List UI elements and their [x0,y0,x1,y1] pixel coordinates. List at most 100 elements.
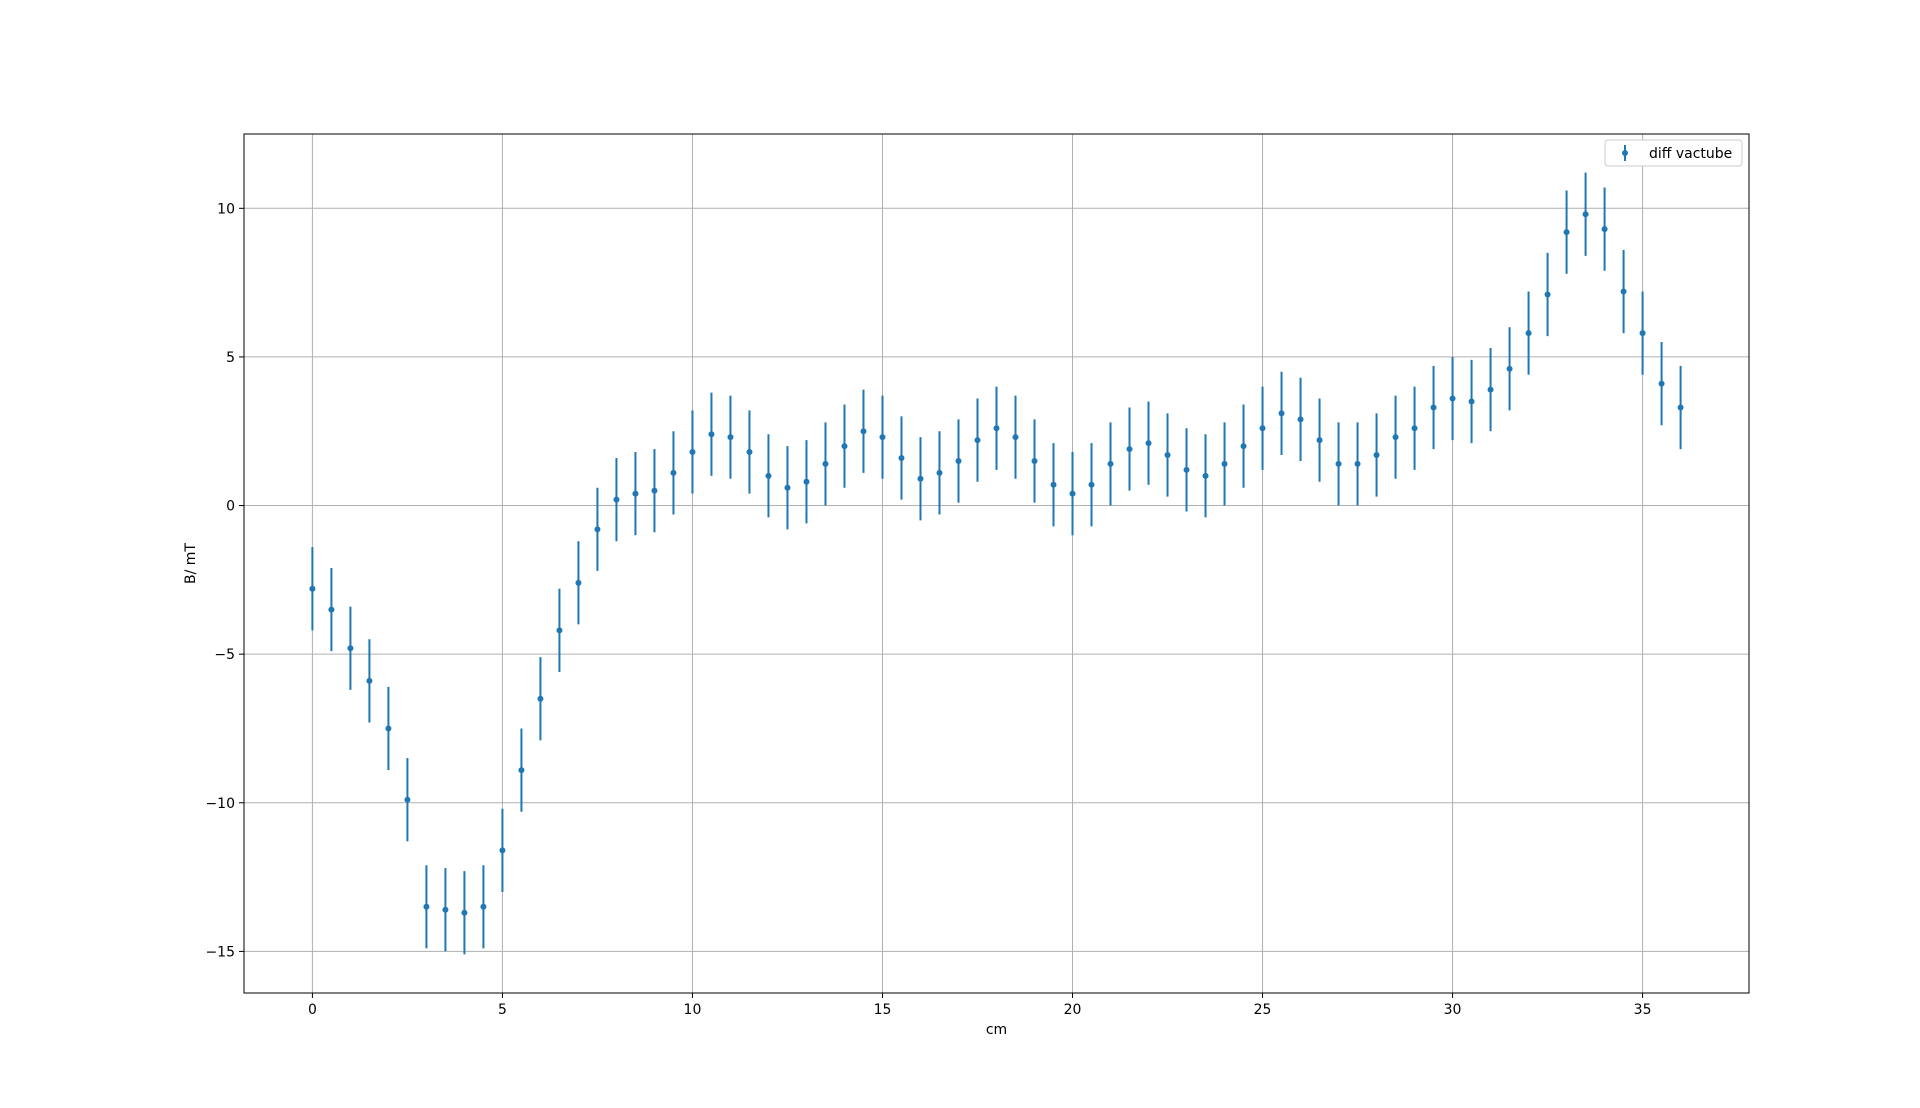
data-point [784,484,791,491]
data-point [1601,226,1608,233]
x-tick-label: 25 [1254,1002,1272,1018]
data-point [1468,398,1475,405]
y-tick-label: 5 [226,350,235,366]
data-point [404,796,411,803]
data-point [1107,460,1114,467]
data-point [1240,443,1247,450]
plot-frame [243,133,1750,994]
data-point [1221,460,1228,467]
data-point [1050,481,1057,488]
y-tick-label: −5 [214,647,235,663]
data-point [841,443,848,450]
data-point [1525,330,1532,337]
data-point [898,454,905,461]
legend: diff vactube [1604,139,1743,167]
x-axis-label: cm [986,1022,1007,1038]
data-point [1126,446,1133,453]
data-point [1506,365,1513,372]
data-point [1658,380,1665,387]
data-point [765,472,772,479]
axis-ticks: 0 5 10 15 20 25 30 35 −15 −10 −5 0 5 10 [205,201,1651,1018]
x-tick-label: 10 [684,1002,702,1018]
x-tick-label: 5 [498,1002,507,1018]
data-point [1430,404,1437,411]
x-tick-label: 0 [308,1002,317,1018]
data-point [480,903,487,910]
data-point [366,677,373,684]
data-point [1582,211,1589,218]
data-point [746,449,753,456]
data-point [993,425,1000,432]
data-point [537,695,544,702]
data-point [347,645,354,652]
data-point [309,585,316,592]
data-point [879,434,886,441]
data-point [423,903,430,910]
data-point [499,847,506,854]
legend-entry-label: diff vactube [1649,146,1732,162]
data-point [974,437,981,444]
data-point [917,475,924,482]
data-point [1183,466,1190,473]
y-tick-label: −15 [205,944,235,960]
data-point [1088,481,1095,488]
data-point [803,478,810,485]
data-point [632,490,639,497]
data-point [1202,472,1209,479]
data-point [1069,490,1076,497]
data-point [1278,410,1285,417]
data-point [727,434,734,441]
data-point [556,627,563,634]
data-point [1544,291,1551,298]
data-point [1639,330,1646,337]
y-tick-label: 10 [217,201,235,217]
data-point [1487,386,1494,393]
x-tick-label: 35 [1634,1002,1652,1018]
data-point [461,909,468,916]
data-point [651,487,658,494]
data-point [442,906,449,913]
data-point [1373,452,1380,459]
y-axis-label: B/ mT [183,543,199,584]
data-point [1563,229,1570,236]
data-point [1316,437,1323,444]
x-tick-label: 30 [1444,1002,1462,1018]
data-point [575,579,582,586]
grid-lines [244,134,1749,993]
data-point [1031,457,1038,464]
data-point [708,431,715,438]
x-tick-label: 15 [874,1002,892,1018]
data-point [594,526,601,533]
legend-box [1604,139,1743,167]
data-point [1164,452,1171,459]
data-point [1411,425,1418,432]
data-point [1012,434,1019,441]
y-tick-label: 0 [226,499,235,515]
data-point [955,457,962,464]
data-point [1297,416,1304,423]
data-point [860,428,867,435]
data-point [1335,460,1342,467]
data-point [1145,440,1152,447]
data-series [309,172,1684,955]
data-point [385,725,392,732]
data-point [936,469,943,476]
data-point [1677,404,1684,411]
data-point [689,449,696,456]
y-tick-label: −10 [205,796,235,812]
legend-marker [1622,150,1628,156]
data-point [328,606,335,613]
data-point [1620,288,1627,295]
data-point [1392,434,1399,441]
data-point [670,469,677,476]
data-point [613,496,620,503]
data-point [1449,395,1456,402]
x-tick-label: 20 [1064,1002,1082,1018]
data-point [1354,460,1361,467]
data-point [1259,425,1266,432]
data-point [822,460,829,467]
data-point [518,767,525,774]
